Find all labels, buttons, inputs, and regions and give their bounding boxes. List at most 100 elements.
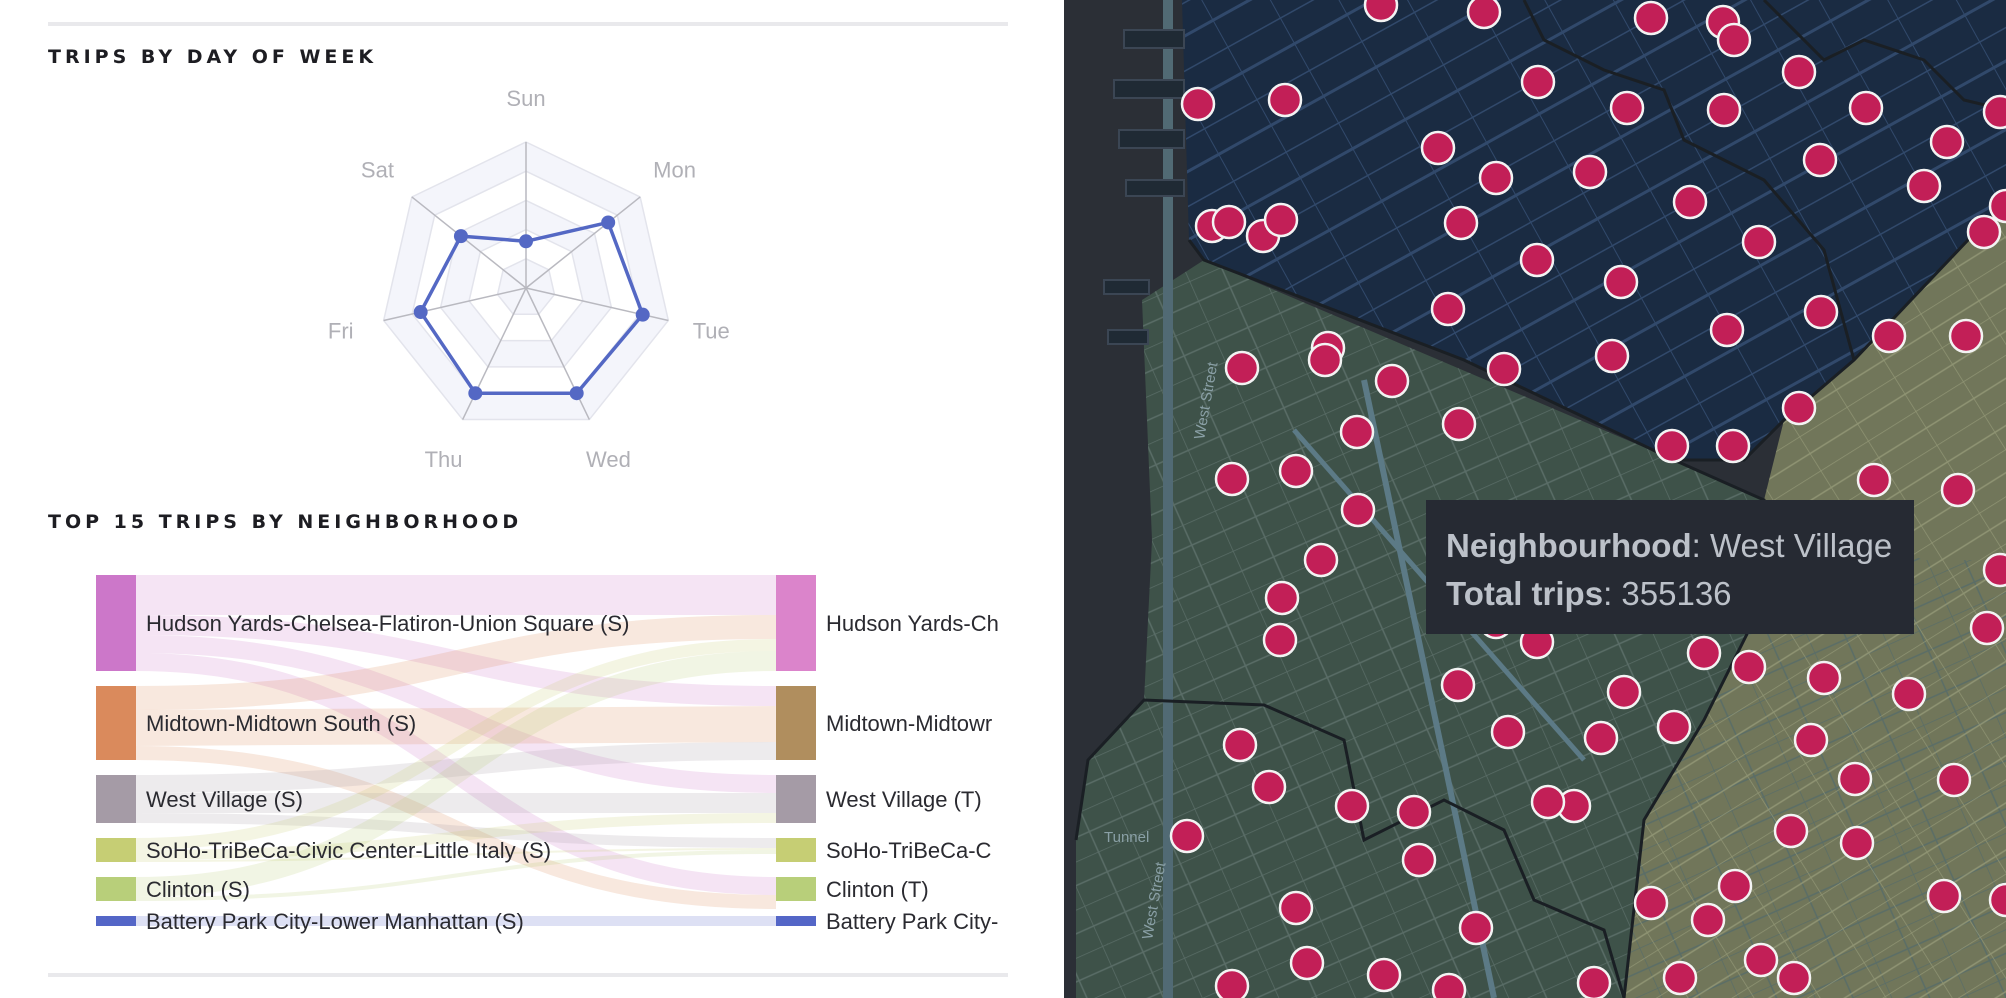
- station-marker[interactable]: [1776, 960, 1812, 996]
- station-marker[interactable]: [1307, 342, 1343, 378]
- radar-point-sat[interactable]: [453, 229, 468, 244]
- station-marker[interactable]: [1214, 461, 1250, 497]
- station-marker[interactable]: [1715, 428, 1751, 464]
- station-marker[interactable]: [1806, 660, 1842, 696]
- sankey-link[interactable]: [135, 635, 777, 793]
- sankey-source-node[interactable]: [96, 575, 136, 671]
- map-canvas[interactable]: West Street West Street Tunnel: [1064, 0, 2006, 998]
- station-marker[interactable]: [1486, 351, 1522, 387]
- station-marker[interactable]: [1478, 160, 1514, 196]
- station-marker[interactable]: [1576, 965, 1612, 998]
- station-marker[interactable]: [1633, 885, 1669, 921]
- station-marker[interactable]: [1222, 727, 1258, 763]
- sankey-source-node[interactable]: [96, 877, 136, 901]
- station-marker[interactable]: [1948, 318, 1984, 354]
- station-marker[interactable]: [1940, 472, 1976, 508]
- sankey-link[interactable]: [135, 615, 777, 710]
- station-marker[interactable]: [1716, 22, 1752, 58]
- station-marker[interactable]: [1848, 90, 1884, 126]
- station-marker[interactable]: [1686, 635, 1722, 671]
- station-marker[interactable]: [1793, 722, 1829, 758]
- radar-point-tue[interactable]: [635, 307, 650, 322]
- sankey-source-node[interactable]: [96, 775, 136, 823]
- station-marker[interactable]: [1180, 86, 1216, 122]
- station-marker[interactable]: [1441, 406, 1477, 442]
- station-marker[interactable]: [1929, 124, 1965, 160]
- station-marker[interactable]: [1706, 92, 1742, 128]
- radar-point-fri[interactable]: [413, 305, 428, 320]
- station-marker[interactable]: [1267, 82, 1303, 118]
- station-marker[interactable]: [1334, 788, 1370, 824]
- station-marker[interactable]: [1396, 794, 1432, 830]
- sankey-source-node[interactable]: [96, 916, 136, 926]
- station-marker[interactable]: [1366, 957, 1402, 993]
- station-marker[interactable]: [1609, 90, 1645, 126]
- station-marker[interactable]: [1278, 890, 1314, 926]
- radar-point-thu[interactable]: [468, 386, 483, 401]
- station-marker[interactable]: [1583, 720, 1619, 756]
- station-marker[interactable]: [1606, 674, 1642, 710]
- sankey-target-node[interactable]: [776, 877, 816, 901]
- sankey-source-node[interactable]: [96, 838, 136, 862]
- station-marker[interactable]: [1690, 902, 1726, 938]
- sankey-link[interactable]: [135, 653, 777, 895]
- radar-point-sun[interactable]: [519, 234, 533, 249]
- station-marker[interactable]: [1264, 580, 1300, 616]
- sankey-target-node[interactable]: [776, 916, 816, 926]
- station-marker[interactable]: [1781, 54, 1817, 90]
- station-marker[interactable]: [1936, 762, 1972, 798]
- station-marker[interactable]: [1443, 205, 1479, 241]
- trip-map[interactable]: West Street West Street Tunnel Neighbour…: [1064, 0, 2006, 998]
- station-marker[interactable]: [1420, 130, 1456, 166]
- station-marker[interactable]: [1401, 842, 1437, 878]
- station-marker[interactable]: [1303, 542, 1339, 578]
- station-marker[interactable]: [1906, 168, 1942, 204]
- station-marker[interactable]: [1969, 610, 2005, 646]
- sankey-link[interactable]: [135, 639, 777, 850]
- station-marker[interactable]: [1211, 204, 1247, 240]
- station-marker[interactable]: [1339, 414, 1375, 450]
- station-marker[interactable]: [1802, 142, 1838, 178]
- sankey-link[interactable]: [135, 746, 777, 909]
- marker-layer[interactable]: [1169, 0, 2006, 998]
- station-marker[interactable]: [1490, 714, 1526, 750]
- station-marker[interactable]: [1530, 784, 1566, 820]
- radar-point-mon[interactable]: [601, 215, 616, 230]
- station-marker[interactable]: [1741, 224, 1777, 260]
- station-marker[interactable]: [1837, 761, 1873, 797]
- station-marker[interactable]: [1430, 291, 1466, 327]
- station-marker[interactable]: [1839, 825, 1875, 861]
- station-marker[interactable]: [1251, 769, 1287, 805]
- sankey-link[interactable]: [135, 615, 777, 706]
- station-marker[interactable]: [1440, 667, 1476, 703]
- sankey-target-node[interactable]: [776, 575, 816, 671]
- station-marker[interactable]: [1662, 960, 1698, 996]
- station-marker[interactable]: [1988, 188, 2006, 224]
- station-marker[interactable]: [1856, 462, 1892, 498]
- station-marker[interactable]: [1374, 363, 1410, 399]
- station-marker[interactable]: [1717, 868, 1753, 904]
- station-marker[interactable]: [1520, 64, 1556, 100]
- sankey-target-node[interactable]: [776, 838, 816, 862]
- station-marker[interactable]: [1656, 709, 1692, 745]
- sankey-source-node[interactable]: [96, 686, 136, 760]
- station-marker[interactable]: [1988, 882, 2006, 918]
- radar-point-wed[interactable]: [569, 386, 584, 401]
- station-marker[interactable]: [1654, 428, 1690, 464]
- sankey-link[interactable]: [135, 651, 777, 897]
- sankey-link[interactable]: [135, 742, 777, 793]
- station-marker[interactable]: [1262, 622, 1298, 658]
- station-marker[interactable]: [1603, 264, 1639, 300]
- station-marker[interactable]: [1891, 676, 1927, 712]
- station-marker[interactable]: [1572, 154, 1608, 190]
- station-marker[interactable]: [1982, 94, 2006, 130]
- station-marker[interactable]: [1594, 338, 1630, 374]
- sankey-link[interactable]: [135, 813, 777, 860]
- station-marker[interactable]: [1672, 184, 1708, 220]
- sankey-link[interactable]: [135, 706, 777, 746]
- station-marker[interactable]: [1633, 0, 1669, 36]
- station-marker[interactable]: [1363, 0, 1399, 23]
- sankey-target-node[interactable]: [776, 775, 816, 823]
- station-marker[interactable]: [1466, 0, 1502, 30]
- station-marker[interactable]: [1773, 813, 1809, 849]
